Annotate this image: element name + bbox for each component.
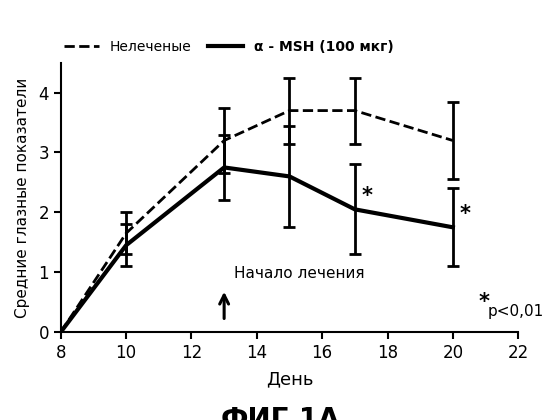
Legend: Нелеченые, α - MSH (100 мкг): Нелеченые, α - MSH (100 мкг) <box>59 34 399 60</box>
Y-axis label: Средние глазные показатели: Средние глазные показатели <box>15 77 30 318</box>
X-axis label: День: День <box>266 370 313 388</box>
Text: p<0,01: p<0,01 <box>487 304 543 319</box>
Text: *: * <box>361 186 372 206</box>
Text: Начало лечения: Начало лечения <box>234 266 365 281</box>
Text: *: * <box>479 292 490 312</box>
Text: *: * <box>459 204 470 224</box>
Text: ФИГ.1А: ФИГ.1А <box>220 407 340 420</box>
